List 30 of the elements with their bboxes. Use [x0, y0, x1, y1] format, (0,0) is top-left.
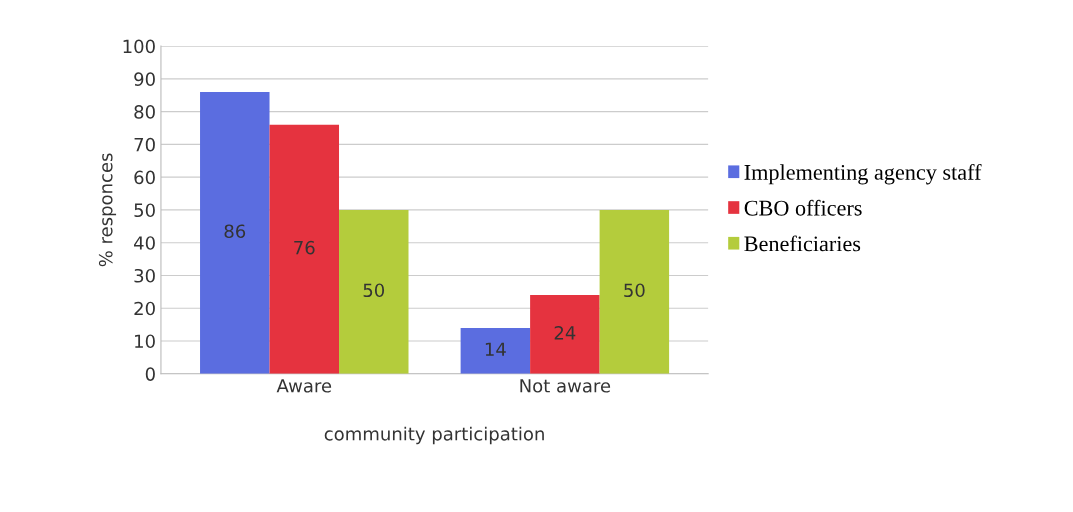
data-label: 86	[224, 224, 246, 239]
bar	[339, 209, 409, 374]
data-label: 76	[294, 240, 315, 255]
y-tick-label: 10	[135, 334, 155, 349]
y-tick-label: 20	[134, 301, 155, 316]
bar	[269, 124, 340, 374]
y-tick-label: 80	[134, 105, 155, 119]
data-label: 50	[363, 283, 385, 298]
x-tick-label: Aware	[276, 379, 332, 393]
y-tick-label: 90	[134, 72, 155, 86]
bar	[200, 91, 270, 374]
y-tick-label: 50	[134, 203, 155, 218]
y-axis-title: % responces	[98, 153, 117, 267]
bar	[530, 295, 600, 374]
y-tick-label: 30	[134, 268, 155, 283]
legend-label: Implementing agency staff	[744, 163, 982, 185]
legend-label: CBO officers	[744, 199, 862, 216]
y-tick-label: 0	[145, 367, 155, 381]
x-axis-title: community participation	[324, 426, 544, 445]
y-tick-label: 70	[134, 137, 155, 152]
y-tick-label: 100	[123, 39, 155, 54]
y-tick-label: 40	[134, 236, 155, 250]
bar	[460, 327, 531, 374]
data-label: 14	[485, 342, 506, 356]
data-label: 50	[624, 283, 645, 298]
bar	[599, 209, 670, 374]
data-label: 24	[554, 326, 576, 340]
legend-label: Beneficiaries	[744, 235, 861, 252]
y-tick-label: 60	[134, 170, 155, 185]
x-tick-label: Not aware	[520, 379, 611, 393]
